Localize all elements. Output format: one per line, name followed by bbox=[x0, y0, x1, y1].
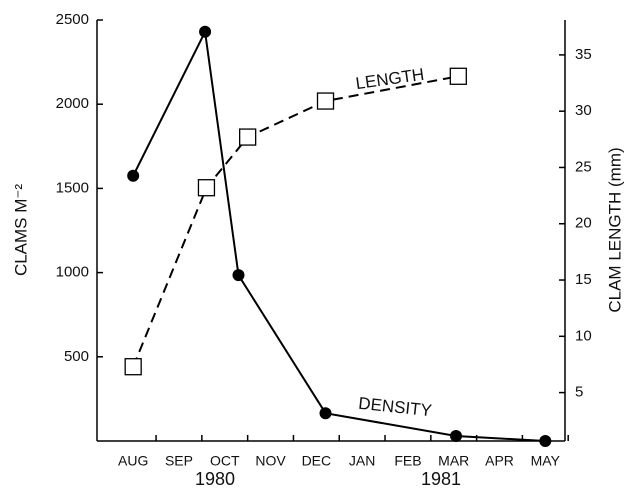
y2-tick-label: 30 bbox=[575, 102, 592, 119]
point bbox=[539, 435, 552, 447]
y2-tick-label: 10 bbox=[575, 327, 592, 344]
x-tick-label: MAR bbox=[438, 453, 469, 469]
point bbox=[127, 169, 140, 182]
y-tick-label: 1500 bbox=[56, 179, 89, 196]
x-tick-label: OCT bbox=[210, 453, 240, 469]
x-tick-label: SEP bbox=[165, 453, 193, 469]
point bbox=[450, 429, 463, 442]
year-label: 1981 bbox=[421, 469, 461, 489]
x-tick-label: JAN bbox=[349, 453, 375, 469]
year-label: 1980 bbox=[195, 469, 235, 489]
y-tick-label: 2000 bbox=[56, 95, 89, 112]
y2-tick-label: 35 bbox=[575, 46, 592, 63]
y-tick-label: 500 bbox=[64, 348, 89, 365]
series-line bbox=[132, 75, 459, 368]
x-tick-label: NOV bbox=[255, 453, 286, 469]
x-tick-label: DEC bbox=[302, 453, 332, 469]
series-annotation: DENSITY bbox=[357, 394, 432, 421]
point bbox=[316, 92, 335, 110]
point bbox=[319, 407, 332, 420]
x-tick-label: AUG bbox=[118, 453, 148, 469]
series-line bbox=[132, 28, 546, 442]
point bbox=[232, 269, 245, 282]
point bbox=[199, 25, 212, 38]
y-tick-label: 1000 bbox=[56, 264, 89, 281]
y2-tick-label: 15 bbox=[575, 271, 592, 288]
y-axis-label: CLAMS M⁻² bbox=[11, 184, 30, 276]
x-tick-label: FEB bbox=[394, 453, 421, 469]
x-tick-label: APR bbox=[485, 453, 514, 469]
point bbox=[197, 179, 216, 197]
y2-axis-label: CLAM LENGTH (mm) bbox=[605, 147, 624, 312]
point bbox=[239, 128, 257, 146]
point bbox=[124, 358, 142, 376]
y-tick-label: 2500 bbox=[56, 11, 89, 28]
x-tick-label: MAY bbox=[531, 453, 561, 469]
point bbox=[449, 67, 467, 85]
y2-tick-label: 20 bbox=[575, 215, 592, 232]
y2-tick-label: 25 bbox=[575, 158, 592, 175]
y2-tick-label: 5 bbox=[575, 384, 583, 401]
